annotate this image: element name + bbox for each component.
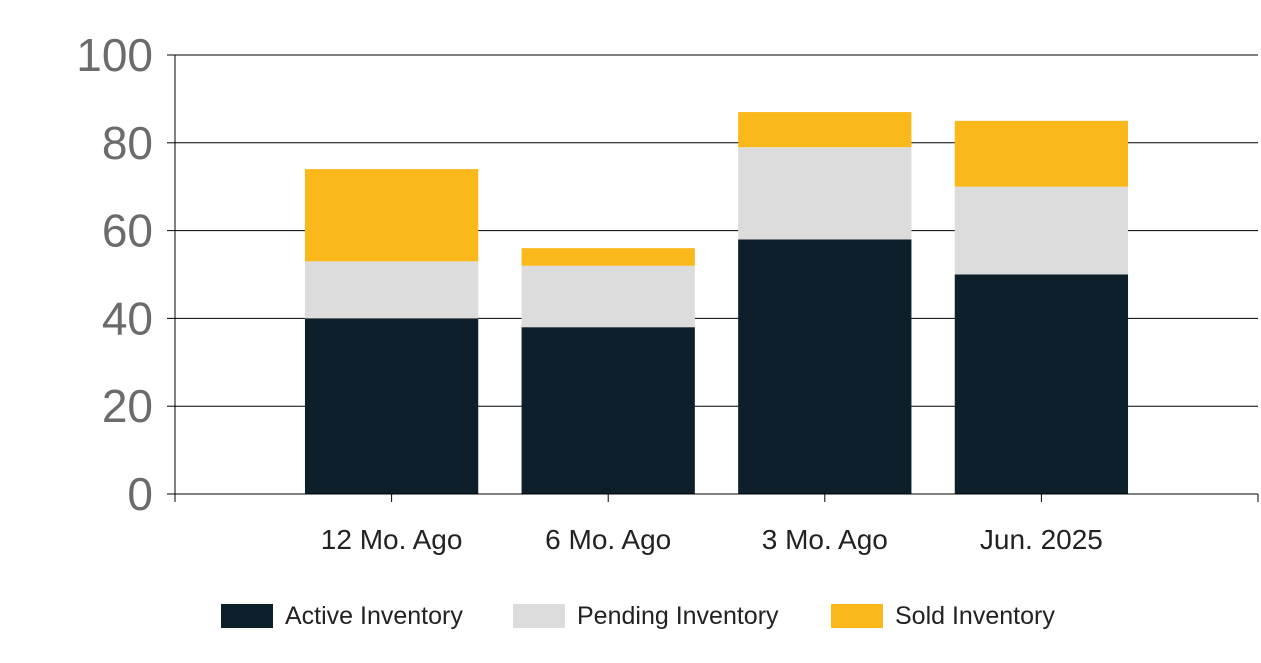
x-tick-label: 6 Mo. Ago bbox=[545, 524, 671, 555]
bar-segment-pending-inventory bbox=[521, 265, 695, 328]
bar-segment-active-inventory bbox=[738, 239, 912, 494]
bar-segment-sold-inventory bbox=[954, 120, 1129, 187]
legend-swatch bbox=[221, 604, 273, 628]
legend: Active Inventory Pending Inventory Sold In… bbox=[0, 594, 1261, 638]
stacked-bar-chart: 0 20 40 60 80 100 12 Mo. Ago 6 Mo. Ago 3 Mo. Ag… bbox=[76, 29, 1259, 555]
x-tick-label: 12 Mo. Ago bbox=[321, 524, 463, 555]
x-tick-label: Jun. 2025 bbox=[980, 524, 1103, 555]
y-tick-label: 60 bbox=[102, 205, 153, 257]
bar-segment-pending-inventory bbox=[304, 261, 479, 319]
bar-segment-pending-inventory bbox=[738, 147, 912, 240]
y-tick-labels: 0 20 40 60 80 100 bbox=[76, 29, 153, 520]
legend-label: Active Inventory bbox=[285, 601, 463, 630]
bar-segment-pending-inventory bbox=[954, 186, 1129, 275]
y-tick-label: 0 bbox=[127, 468, 153, 520]
axes bbox=[167, 54, 1259, 502]
bar-segment-active-inventory bbox=[521, 327, 695, 494]
legend-item: Pending Inventory bbox=[513, 594, 779, 638]
y-tick-label: 40 bbox=[102, 292, 153, 344]
x-tick-labels: 12 Mo. Ago 6 Mo. Ago 3 Mo. Ago Jun. 2025 bbox=[321, 524, 1103, 555]
bar-segment-active-inventory bbox=[954, 274, 1129, 494]
bar-segment-active-inventory bbox=[304, 318, 479, 494]
legend-swatch bbox=[831, 604, 883, 628]
y-tick-label: 80 bbox=[102, 117, 153, 169]
legend-label: Pending Inventory bbox=[577, 601, 779, 630]
bar-segment-sold-inventory bbox=[738, 112, 912, 148]
y-tick-label: 20 bbox=[102, 380, 153, 432]
legend-swatch bbox=[513, 604, 565, 628]
bars bbox=[304, 112, 1129, 494]
x-tick-label: 3 Mo. Ago bbox=[762, 524, 888, 555]
bar-segment-sold-inventory bbox=[304, 169, 479, 262]
y-tick-label: 100 bbox=[76, 29, 153, 81]
bar-segment-sold-inventory bbox=[521, 248, 695, 266]
legend-item: Active Inventory bbox=[221, 594, 463, 638]
legend-label: Sold Inventory bbox=[895, 601, 1055, 630]
legend-item: Sold Inventory bbox=[831, 594, 1055, 638]
